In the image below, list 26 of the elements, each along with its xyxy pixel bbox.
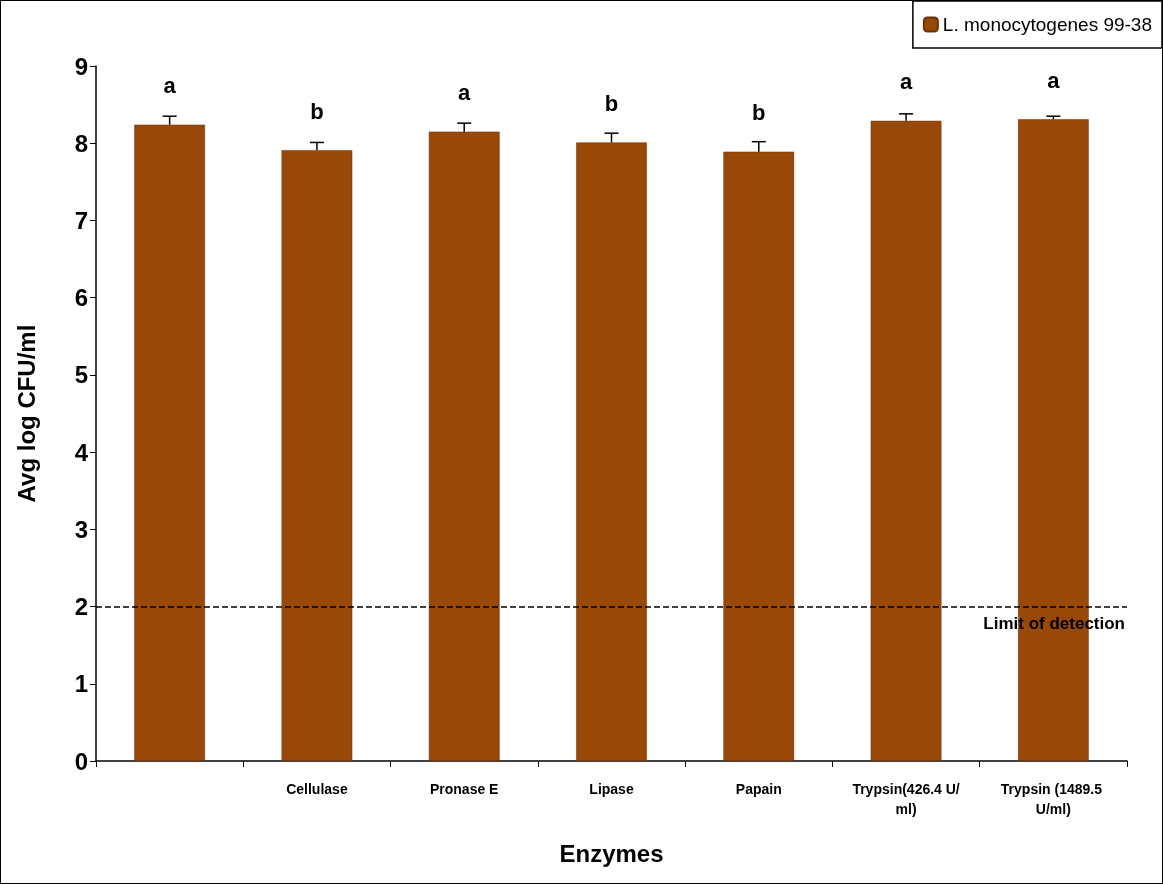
- y-tick-label: 5: [74, 361, 88, 389]
- x-tick-label: Lipase: [589, 781, 634, 797]
- y-tick-label: 9: [74, 52, 88, 80]
- x-tick-label: Pronase E: [429, 781, 499, 797]
- y-tick-label: 8: [74, 129, 88, 157]
- data-label: a: [458, 80, 472, 106]
- y-tick-label: 0: [74, 747, 88, 775]
- x-tick-label: Trypsin (1489.5 U/ml): [1000, 781, 1106, 817]
- y-tick-label: 7: [74, 206, 88, 234]
- y-tick-label: 1: [74, 670, 88, 698]
- data-label: a: [163, 73, 177, 99]
- data-label: b: [310, 98, 324, 124]
- y-tick-label: 2: [74, 593, 88, 621]
- x-axis-title: Enzymes: [559, 839, 664, 867]
- x-tick-label: Cellulase: [286, 781, 348, 797]
- y-tick-label: 3: [74, 515, 88, 543]
- data-label: b: [752, 100, 766, 126]
- data-label: a: [1047, 67, 1061, 93]
- x-tick-label: Trypsin(426.4 U/ml): [852, 781, 960, 817]
- legend-label: L. monocytogenes 99-38: [942, 14, 1152, 35]
- x-tick-label: Papain: [735, 781, 782, 797]
- data-label: b: [604, 90, 619, 116]
- y-tick-label: 6: [74, 284, 88, 312]
- y-tick-label: 4: [74, 438, 89, 466]
- data-label: a: [899, 69, 913, 95]
- y-axis-title: Avg log CFU/ml: [12, 324, 40, 503]
